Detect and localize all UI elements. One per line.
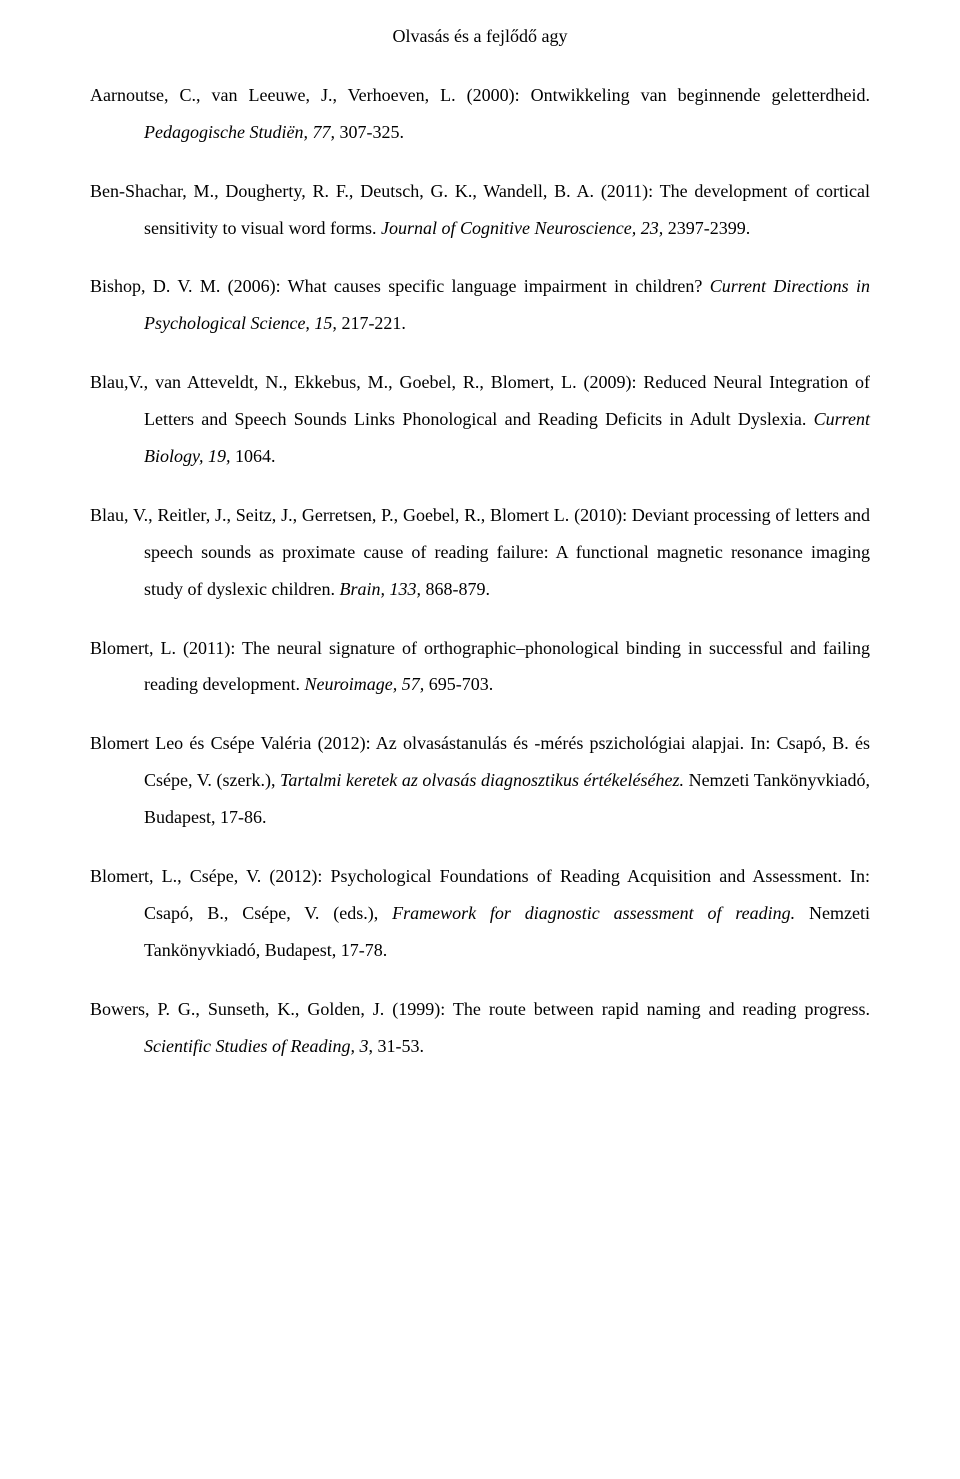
reference-text-post: , 31-53. (368, 1036, 424, 1056)
reference-text-pre: Bowers, P. G., Sunseth, K., Golden, J. (… (90, 999, 870, 1019)
reference-text-post: 217-221. (337, 313, 406, 333)
reference-text-post: 307-325. (335, 122, 404, 142)
page-title: Olvasás és a fejlődő agy (90, 18, 870, 55)
reference-entry: Blau, V., Reitler, J., Seitz, J., Gerret… (90, 497, 870, 608)
reference-text-italic: Scientific Studies of Reading, 3 (144, 1036, 368, 1056)
reference-entry: Bishop, D. V. M. (2006): What causes spe… (90, 268, 870, 342)
reference-text-italic: Framework for diagnostic assessment of r… (392, 903, 795, 923)
reference-text-italic: Brain, 133, (339, 579, 421, 599)
reference-text-italic: Neuroimage, 57, (304, 674, 424, 694)
reference-text-post: 695-703. (424, 674, 493, 694)
reference-text-pre: Aarnoutse, C., van Leeuwe, J., Verhoeven… (90, 85, 870, 105)
reference-entry: Blomert, L. (2011): The neural signature… (90, 630, 870, 704)
reference-entry: Bowers, P. G., Sunseth, K., Golden, J. (… (90, 991, 870, 1065)
page-container: Olvasás és a fejlődő agy Aarnoutse, C., … (0, 0, 960, 1126)
reference-entry: Aarnoutse, C., van Leeuwe, J., Verhoeven… (90, 77, 870, 151)
reference-text-post: 2397-2399. (663, 218, 750, 238)
reference-entry: Blau,V., van Atteveldt, N., Ekkebus, M.,… (90, 364, 870, 475)
reference-text-italic: Journal of Cognitive Neuroscience, 23, (381, 218, 663, 238)
reference-entry: Ben-Shachar, M., Dougherty, R. F., Deuts… (90, 173, 870, 247)
reference-text-post: 1064. (231, 446, 276, 466)
reference-entry: Blomert Leo és Csépe Valéria (2012): Az … (90, 725, 870, 836)
reference-entry: Blomert, L., Csépe, V. (2012): Psycholog… (90, 858, 870, 969)
reference-text-pre: Bishop, D. V. M. (2006): What causes spe… (90, 276, 710, 296)
reference-text-post: 868-879. (421, 579, 490, 599)
reference-text-italic: Pedagogische Studiën, 77, (144, 122, 335, 142)
reference-text-italic: Tartalmi keretek az olvasás diagnosztiku… (280, 770, 684, 790)
reference-text-pre: Blau,V., van Atteveldt, N., Ekkebus, M.,… (90, 372, 870, 429)
